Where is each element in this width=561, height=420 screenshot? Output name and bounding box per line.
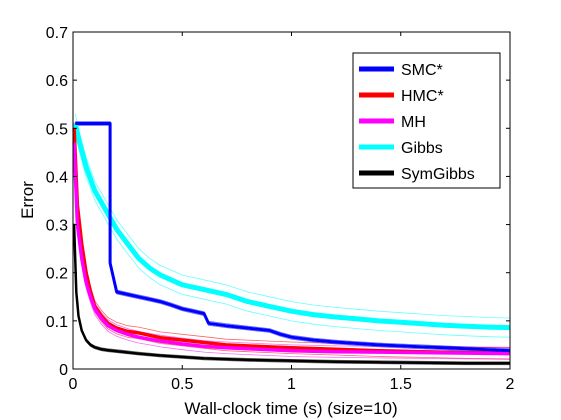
x-axis-title: Wall-clock time (s) (size=10) (184, 399, 397, 418)
y-tick-label: 0.3 (46, 218, 68, 235)
y-tick-label: 0.2 (46, 266, 68, 283)
y-tick-label: 0.4 (46, 169, 68, 186)
y-tick-label: 0.5 (46, 121, 68, 138)
legend-label-gibbs: Gibbs (401, 140, 443, 157)
band-lower-smc (75, 125, 511, 353)
band-lower-mh (73, 148, 511, 360)
legend-label-smc: SMC* (401, 62, 443, 79)
axis-ticks: 0 0.5 1 1.5 2 0 0.1 0.2 0.3 0.4 0.5 0.6 0.7 (46, 25, 515, 393)
y-tick-label: 0 (59, 362, 68, 379)
series-lines (72, 122, 511, 365)
legend-label-hmc: HMC* (401, 88, 444, 105)
legend: SMC* HMC* MH Gibbs SymGibbs (352, 52, 501, 189)
y-tick-label: 0.6 (46, 73, 68, 90)
y-tick-label: 0.1 (46, 314, 68, 331)
band-upper-smc (75, 121, 511, 350)
series-line-symgibbs (72, 224, 510, 365)
series-line-smc (75, 122, 511, 353)
x-tick-label: 0 (69, 376, 78, 393)
x-tick-label: 0.5 (171, 376, 193, 393)
series-line-mh (72, 142, 511, 356)
y-tick-label: 0.7 (46, 25, 68, 42)
legend-label-symgibbs: SymGibbs (401, 166, 475, 183)
x-tick-label: 2 (506, 376, 515, 393)
y-axis-title: Error (18, 181, 37, 219)
x-tick-label: 1.5 (390, 376, 412, 393)
x-tick-label: 1 (287, 376, 296, 393)
legend-label-mh: MH (401, 114, 426, 131)
